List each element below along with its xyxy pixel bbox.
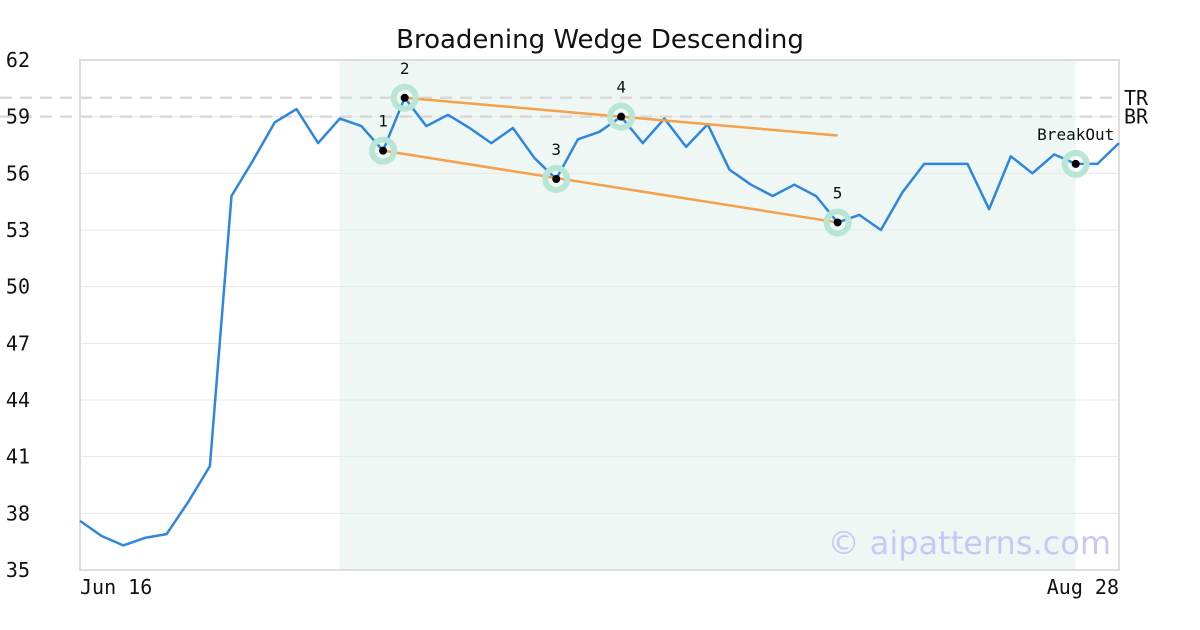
trendline	[382, 149, 838, 224]
y-tick-label: 41	[6, 445, 30, 469]
pattern-point-dot	[1071, 159, 1080, 168]
y-tick-label: 35	[6, 558, 30, 582]
pattern-point-label: 2	[400, 59, 410, 78]
y-axis-ticks: 35 38 41 44 47 50 53 56 59 62	[6, 48, 30, 582]
pattern-markers: 1 2 3 4 5 BreakOut	[369, 59, 1114, 237]
pattern-point-dot	[400, 93, 409, 102]
y-tick-label: 53	[6, 218, 30, 242]
y-tick-label: 62	[6, 48, 30, 72]
x-tick-label: Jun 16	[80, 575, 152, 599]
pattern-point-label: 5	[833, 183, 843, 202]
y-tick-label: 47	[6, 331, 30, 355]
y-tick-label: 38	[6, 501, 30, 525]
pattern-point-ring	[1061, 149, 1090, 178]
level-label: TR	[1124, 86, 1149, 110]
pattern-point-dot	[379, 146, 388, 155]
price-line	[79, 96, 1120, 547]
y-tick-label: 59	[6, 105, 30, 129]
y-tick-label: 56	[6, 161, 30, 185]
plot-frame	[79, 59, 1120, 571]
y-tick-label: 44	[6, 388, 30, 412]
pattern-point-label: BreakOut	[1037, 125, 1114, 144]
pattern-point-ring	[390, 83, 419, 112]
y-tick-label: 50	[6, 275, 30, 299]
chart-title: Broadening Wedge Descending	[396, 25, 804, 55]
pattern-point-label: 4	[616, 78, 626, 97]
pattern-point-label: 3	[551, 140, 561, 159]
pattern-point-ring	[823, 208, 852, 237]
pattern-point-ring	[369, 136, 398, 165]
x-axis-ticks: Jun 16 Aug 28	[80, 575, 1119, 599]
pattern-point-label: 1	[378, 112, 388, 131]
pattern-highlight-band	[339, 60, 1076, 570]
level-label: BR	[1124, 105, 1149, 129]
x-tick-label: Aug 28	[1047, 575, 1119, 599]
pattern-point-dot	[617, 112, 626, 121]
watermark: © aipatterns.com	[828, 524, 1111, 562]
pattern-point-dot	[833, 218, 842, 227]
pattern-point-ring	[542, 165, 571, 193]
pattern-point-ring	[607, 102, 636, 131]
pattern-point-dot	[552, 175, 561, 183]
